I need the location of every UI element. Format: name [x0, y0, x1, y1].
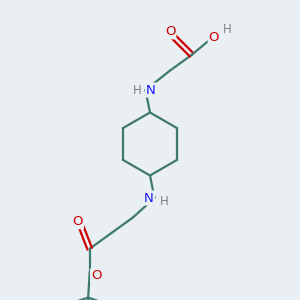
Text: O: O: [165, 25, 175, 38]
Text: O: O: [91, 269, 102, 282]
Text: O: O: [73, 215, 83, 228]
Text: H: H: [160, 195, 169, 208]
Text: H: H: [222, 23, 231, 36]
Text: O: O: [209, 31, 219, 44]
Text: N: N: [144, 191, 154, 205]
Text: N: N: [146, 83, 156, 97]
Text: H: H: [133, 83, 142, 97]
